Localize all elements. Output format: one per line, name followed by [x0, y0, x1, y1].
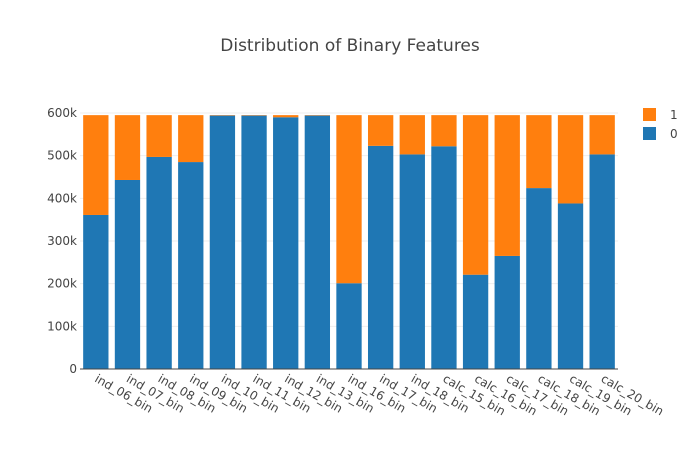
bar-calc_18_bin-series-0[interactable]: [526, 188, 552, 369]
bar-calc_16_bin-series-0[interactable]: [462, 274, 489, 369]
bar-ind_18_bin-series-1[interactable]: [399, 115, 425, 155]
bar-ind_08_bin-series-1[interactable]: [146, 115, 172, 157]
bar-ind_12_bin-series-0[interactable]: [273, 117, 299, 370]
bar-calc_16_bin-series-1[interactable]: [462, 115, 489, 275]
legend-swatch[interactable]: [643, 108, 656, 121]
bar-calc_17_bin-series-1[interactable]: [494, 115, 520, 256]
bar-ind_16_bin-series-0[interactable]: [336, 283, 362, 369]
bar-ind_07_bin-series-0[interactable]: [114, 179, 141, 369]
bar-ind_12_bin-series-1[interactable]: [273, 115, 299, 118]
bar-calc_20_bin-series-0[interactable]: [589, 154, 615, 369]
legend-label[interactable]: 1: [670, 108, 678, 122]
bar-ind_09_bin-series-1[interactable]: [178, 115, 204, 163]
bar-calc_19_bin-series-1[interactable]: [557, 115, 584, 204]
bar-ind_10_bin-series-0[interactable]: [209, 115, 236, 369]
bar-calc_15_bin-series-0[interactable]: [431, 146, 457, 369]
legend-item-0[interactable]: 0: [643, 127, 678, 141]
bar-ind_09_bin-series-0[interactable]: [178, 162, 204, 369]
bars-layer: [83, 115, 615, 370]
y-tick-label: 600k: [47, 106, 77, 120]
bar-ind_11_bin-series-0[interactable]: [241, 115, 267, 369]
y-tick-label: 300k: [47, 234, 77, 248]
legend-label[interactable]: 0: [670, 127, 678, 141]
bar-ind_06_bin-series-1[interactable]: [83, 115, 109, 215]
bar-ind_17_bin-series-1[interactable]: [367, 115, 394, 146]
bar-ind_17_bin-series-0[interactable]: [367, 145, 394, 369]
y-tick-label: 400k: [47, 191, 77, 205]
y-tick-label: 0: [69, 362, 77, 376]
y-tick-label: 200k: [47, 277, 77, 291]
bar-ind_13_bin-series-0[interactable]: [304, 115, 331, 369]
legend-item-1[interactable]: 1: [643, 108, 678, 122]
bar-calc_17_bin-series-0[interactable]: [494, 255, 520, 369]
legend[interactable]: 10: [643, 108, 678, 141]
bar-calc_20_bin-series-1[interactable]: [589, 115, 615, 155]
y-tick-label: 500k: [47, 149, 77, 163]
bar-calc_15_bin-series-1[interactable]: [431, 115, 457, 147]
y-tick-label: 100k: [47, 319, 77, 333]
bar-ind_08_bin-series-0[interactable]: [146, 156, 172, 369]
chart-title: Distribution of Binary Features: [220, 36, 480, 56]
bar-ind_06_bin-series-0[interactable]: [83, 214, 109, 369]
legend-swatch[interactable]: [643, 127, 656, 140]
bar-ind_07_bin-series-1[interactable]: [114, 115, 141, 180]
bar-calc_19_bin-series-0[interactable]: [557, 203, 584, 369]
bar-ind_18_bin-series-0[interactable]: [399, 154, 425, 369]
bar-ind_16_bin-series-1[interactable]: [336, 115, 362, 284]
bar-calc_18_bin-series-1[interactable]: [526, 115, 552, 189]
